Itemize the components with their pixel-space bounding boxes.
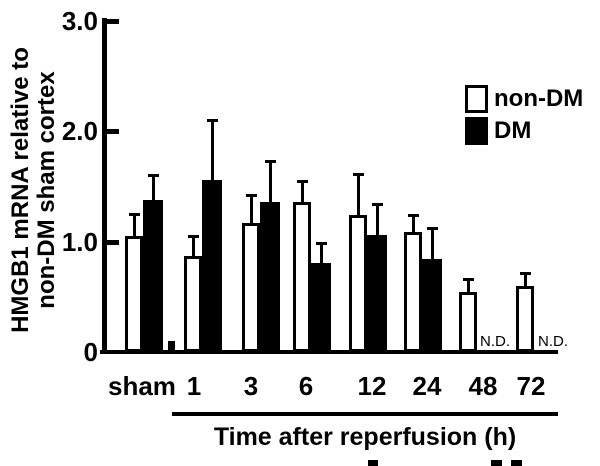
error-bar-stem xyxy=(211,120,214,180)
nd-annotation-72: N.D. xyxy=(538,333,568,350)
error-bar-cap xyxy=(188,235,199,238)
error-bar-stem xyxy=(467,279,470,292)
error-bar-stem xyxy=(412,215,415,232)
dm-swatch-icon xyxy=(465,117,488,145)
error-bar-cap xyxy=(246,194,257,197)
error-bar-stem xyxy=(250,195,253,223)
artifact-bar xyxy=(168,341,175,352)
x-category-label-72: 72 xyxy=(516,371,546,401)
bar-non-DM-sham xyxy=(125,236,143,352)
cropped-caption-fragment xyxy=(491,460,502,466)
error-bar-stem xyxy=(376,204,379,235)
x-axis-title: Time after reperfusion (h) xyxy=(213,423,517,451)
error-bar-stem xyxy=(269,161,272,202)
y-tick-label: 2.0 xyxy=(61,116,98,146)
error-bar-cap xyxy=(408,214,419,217)
cropped-caption-fragment xyxy=(368,460,378,466)
legend-entry-dm: DM xyxy=(465,117,595,145)
legend-label-dm: DM xyxy=(494,117,532,144)
bar-DM-24 xyxy=(422,259,442,352)
y-axis-line xyxy=(102,18,107,354)
x-category-label-48: 48 xyxy=(468,371,498,401)
error-bar-cap xyxy=(297,180,308,183)
non-dm-swatch-icon xyxy=(465,85,488,113)
bar-non-DM-3 xyxy=(242,223,260,352)
legend-label-non-dm: non-DM xyxy=(494,85,584,112)
x-axis-group-underline xyxy=(172,412,558,416)
error-bar-stem xyxy=(192,236,195,256)
bar-non-DM-6 xyxy=(293,202,311,352)
bar-non-DM-48 xyxy=(459,292,477,352)
error-bar-stem xyxy=(524,273,527,286)
error-bar-cap xyxy=(148,174,159,177)
y-tick-mark xyxy=(107,19,119,24)
error-bar-cap xyxy=(372,203,383,206)
bar-DM-sham xyxy=(143,200,163,352)
error-bar-cap xyxy=(265,160,276,163)
legend-entry-non-dm: non-DM xyxy=(465,85,595,113)
x-category-label-6: 6 xyxy=(298,371,314,401)
error-bar-cap xyxy=(316,242,327,245)
y-tick-mark xyxy=(107,240,119,245)
error-bar-cap xyxy=(520,272,531,275)
error-bar-stem xyxy=(431,228,434,259)
bar-non-DM-72 xyxy=(516,286,534,352)
error-bar-cap xyxy=(207,119,218,122)
x-category-label-sham: sham xyxy=(108,371,176,401)
x-category-label-3: 3 xyxy=(243,371,259,401)
error-bar-stem xyxy=(133,214,136,236)
x-category-label-24: 24 xyxy=(412,371,442,401)
error-bar-cap xyxy=(427,227,438,230)
cropped-caption-fragment xyxy=(511,460,522,466)
nd-annotation-48: N.D. xyxy=(480,333,510,350)
error-bar-cap xyxy=(463,278,474,281)
error-bar-stem xyxy=(320,243,323,263)
bar-non-DM-24 xyxy=(404,232,422,352)
y-tick-label: 0 xyxy=(83,337,98,367)
error-bar-stem xyxy=(357,174,360,215)
y-tick-label: 1.0 xyxy=(61,227,98,257)
error-bar-stem xyxy=(152,175,155,200)
bar-DM-6 xyxy=(311,263,331,352)
bar-non-DM-1 xyxy=(184,256,202,352)
x-category-label-12: 12 xyxy=(357,371,387,401)
y-tick-label: 3.0 xyxy=(61,6,98,36)
x-category-label-1: 1 xyxy=(186,371,202,401)
error-bar-stem xyxy=(301,181,304,202)
bar-DM-1 xyxy=(202,180,222,352)
bar-non-DM-12 xyxy=(349,215,367,352)
bar-DM-12 xyxy=(367,235,387,352)
error-bar-cap xyxy=(353,173,364,176)
error-bar-cap xyxy=(129,213,140,216)
x-axis-line xyxy=(100,350,558,354)
y-tick-mark xyxy=(107,129,119,134)
bar-DM-3 xyxy=(260,202,280,352)
